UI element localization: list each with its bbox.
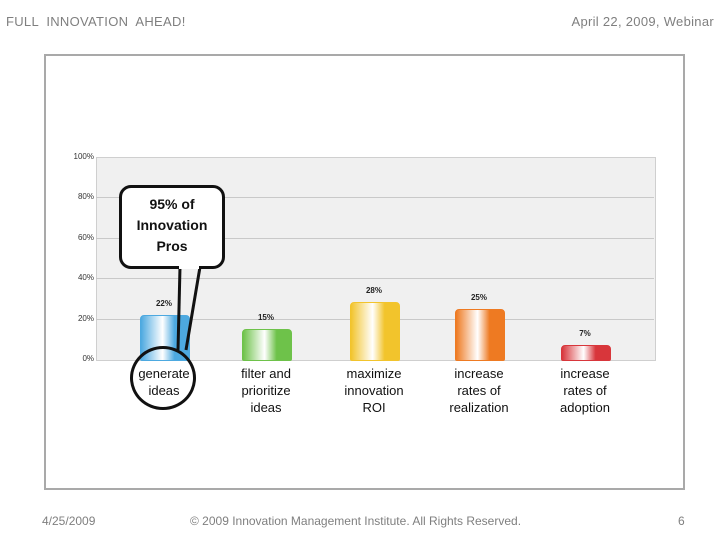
y-tick-label: 100% xyxy=(73,152,94,161)
y-tick-label: 0% xyxy=(82,354,94,363)
category-label: filter and prioritize ideas xyxy=(241,366,291,415)
callout-line: Pros xyxy=(156,238,188,254)
highlight-circle xyxy=(130,346,196,410)
data-label: 22% xyxy=(155,298,172,308)
y-tick-label: 20% xyxy=(77,313,94,323)
bar xyxy=(242,328,292,361)
gridline xyxy=(96,237,654,239)
bar xyxy=(561,344,611,361)
gridline xyxy=(96,197,654,199)
data-label: 15% xyxy=(257,312,274,322)
footer-date: 4/25/2009 xyxy=(42,514,96,528)
slide-title: FULL INNOVATION AHEAD! xyxy=(6,14,186,29)
y-tick-label: 60% xyxy=(77,232,94,242)
footer-copyright: © 2009 Innovation Management Institute. … xyxy=(190,514,522,528)
category-label: increase rates of adoption xyxy=(560,366,610,415)
data-label: 7% xyxy=(579,328,591,338)
callout-line: Innovation xyxy=(136,217,208,233)
data-label: 25% xyxy=(470,292,487,302)
bar xyxy=(350,302,400,361)
y-tick-label: 40% xyxy=(77,273,94,283)
callout-box: 95% of Innovation Pros xyxy=(119,185,225,269)
category-label: increase rates of realization xyxy=(449,366,509,415)
y-tick-label: 80% xyxy=(77,192,94,202)
page-number: 6 xyxy=(678,514,685,528)
callout-line: 95% of xyxy=(149,196,195,212)
data-label: 28% xyxy=(365,286,382,296)
category-label: maximize innovation ROI xyxy=(344,366,404,415)
slide-date: April 22, 2009, Webinar xyxy=(571,14,714,29)
bar xyxy=(455,308,505,361)
gridline xyxy=(96,278,654,280)
